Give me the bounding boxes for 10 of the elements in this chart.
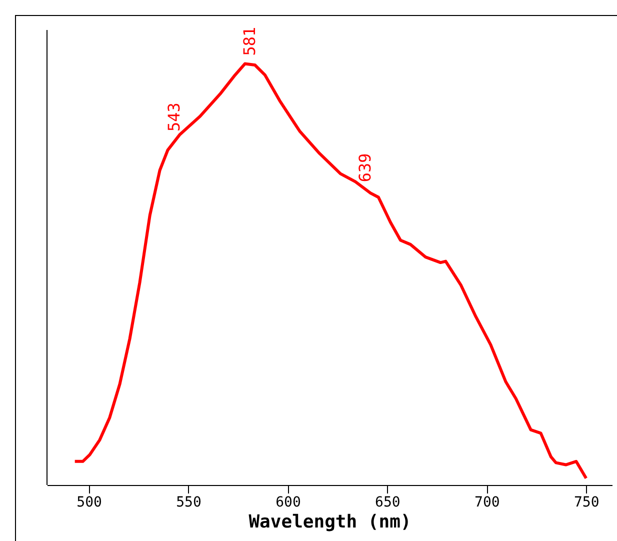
annotation: 639: [355, 153, 374, 182]
x-tick-label: 600: [276, 494, 301, 510]
x-tick-label: 750: [574, 494, 600, 510]
x-tick-label: 500: [76, 494, 102, 510]
x-tick-label: 650: [375, 494, 400, 510]
x-axis-title: Wavelength (nm): [248, 512, 412, 532]
annotation: 543: [164, 102, 184, 132]
x-tick-label: 550: [176, 494, 202, 510]
annotation: 581: [240, 26, 259, 56]
x-tick-label: 700: [474, 494, 500, 510]
